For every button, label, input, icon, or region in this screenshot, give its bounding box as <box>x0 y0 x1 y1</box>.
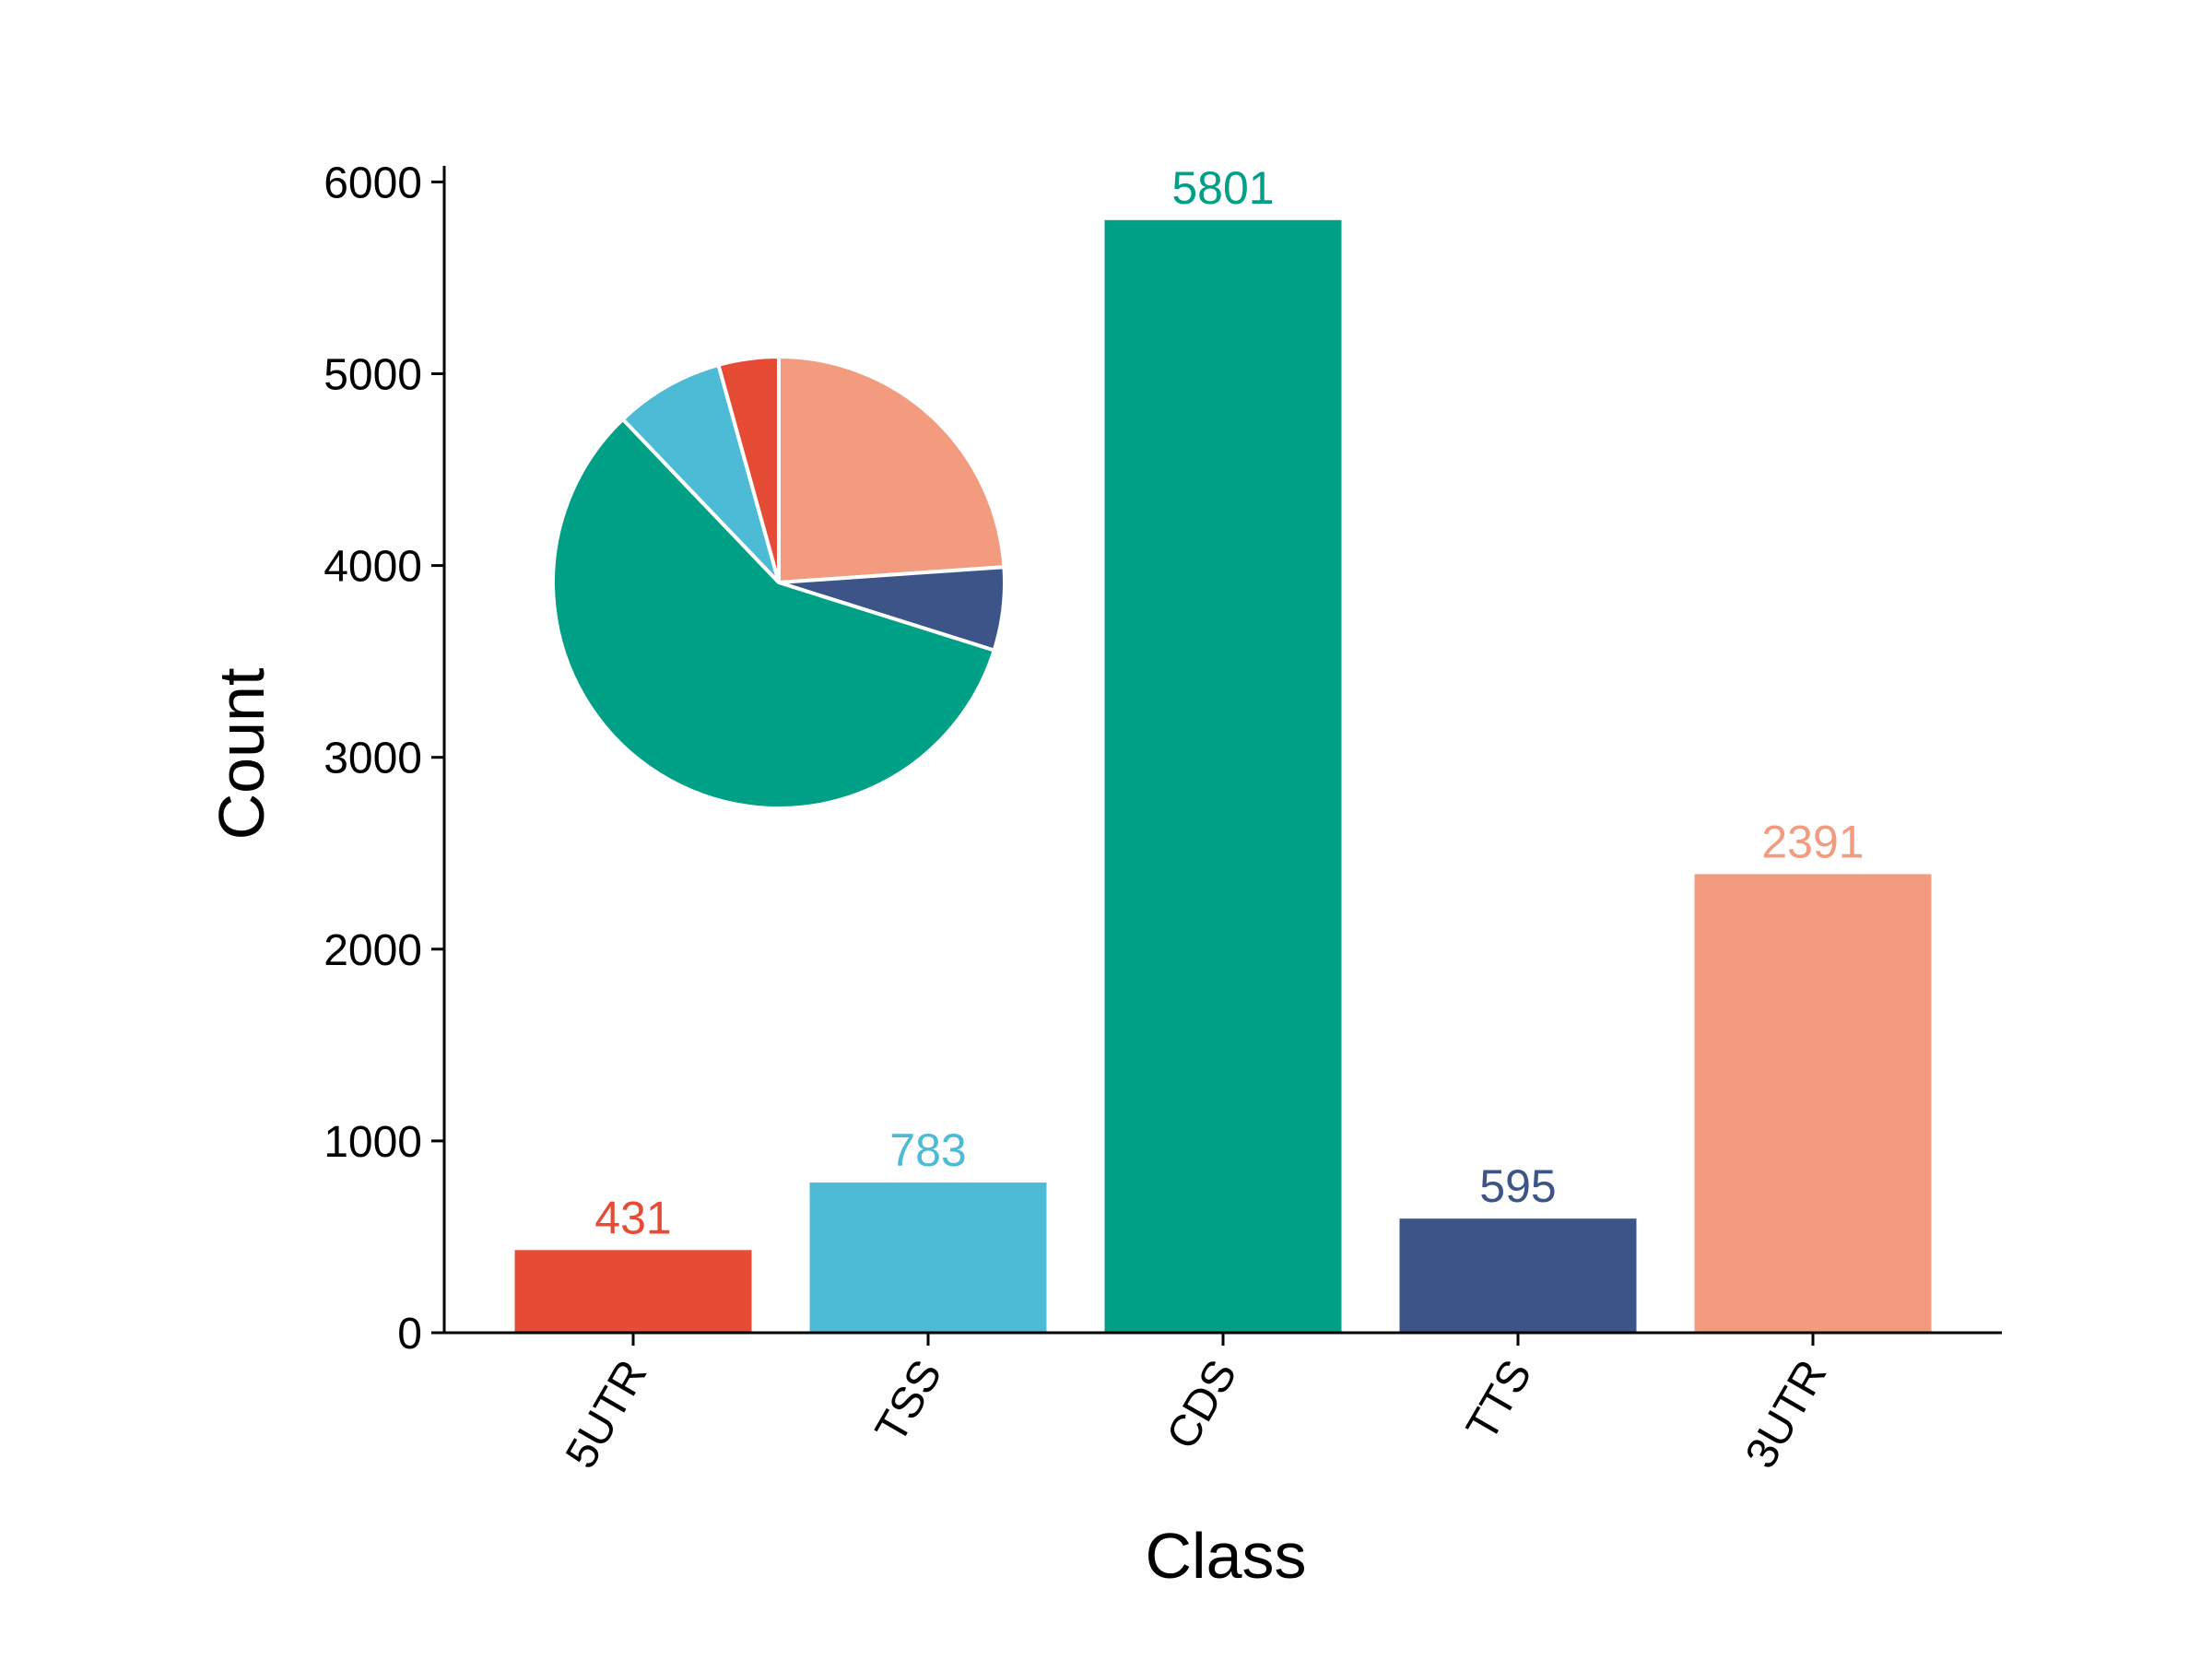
inset-pie <box>551 355 1006 810</box>
value-labels: 431 783 5801 595 2391 <box>594 162 1864 1243</box>
bar-5utr <box>514 1250 752 1333</box>
y-tick-label: 5000 <box>324 351 422 400</box>
x-axis: 5UTR TSS CDS TTS 3UTR <box>444 1331 2002 1477</box>
data-label-3utr: 2391 <box>1761 816 1864 867</box>
pie-slice-tss <box>620 362 781 584</box>
x-tick-label: CDS <box>1158 1352 1247 1457</box>
bar-tts <box>1399 1218 1637 1333</box>
bar-tss <box>809 1182 1047 1333</box>
pie-slice-cds <box>551 417 996 810</box>
data-label-tts: 595 <box>1479 1160 1556 1212</box>
x-axis-label: Class <box>1145 1520 1306 1592</box>
pie-slice-3utr <box>777 355 1006 584</box>
bars <box>514 219 1932 1334</box>
bar-3utr <box>1694 874 1932 1333</box>
y-axis: 0 1000 2000 3000 4000 5000 6000 <box>324 159 446 1359</box>
y-tick-label: 6000 <box>324 159 422 207</box>
plot-area: 431 783 5801 595 2391 0 1000 2000 3000 4000 5000 6… <box>206 159 2002 1592</box>
y-tick-label: 1000 <box>324 1118 422 1167</box>
x-tick-label: TTS <box>1457 1352 1541 1449</box>
x-tick-label: 3UTR <box>1736 1352 1837 1477</box>
bar-cds <box>1104 219 1342 1334</box>
y-tick-label: 0 <box>397 1310 422 1359</box>
data-label-cds: 5801 <box>1171 162 1274 214</box>
data-label-5utr: 431 <box>594 1192 671 1243</box>
y-tick-label: 4000 <box>324 543 422 592</box>
y-axis-label: Count <box>206 668 277 841</box>
x-tick-label: TSS <box>866 1352 952 1451</box>
x-tick-label: 5UTR <box>557 1352 657 1477</box>
y-tick-label: 3000 <box>324 735 422 783</box>
pie-slice-5utr <box>716 355 781 584</box>
data-label-tss: 783 <box>889 1124 966 1176</box>
y-tick-label: 2000 <box>324 926 422 975</box>
